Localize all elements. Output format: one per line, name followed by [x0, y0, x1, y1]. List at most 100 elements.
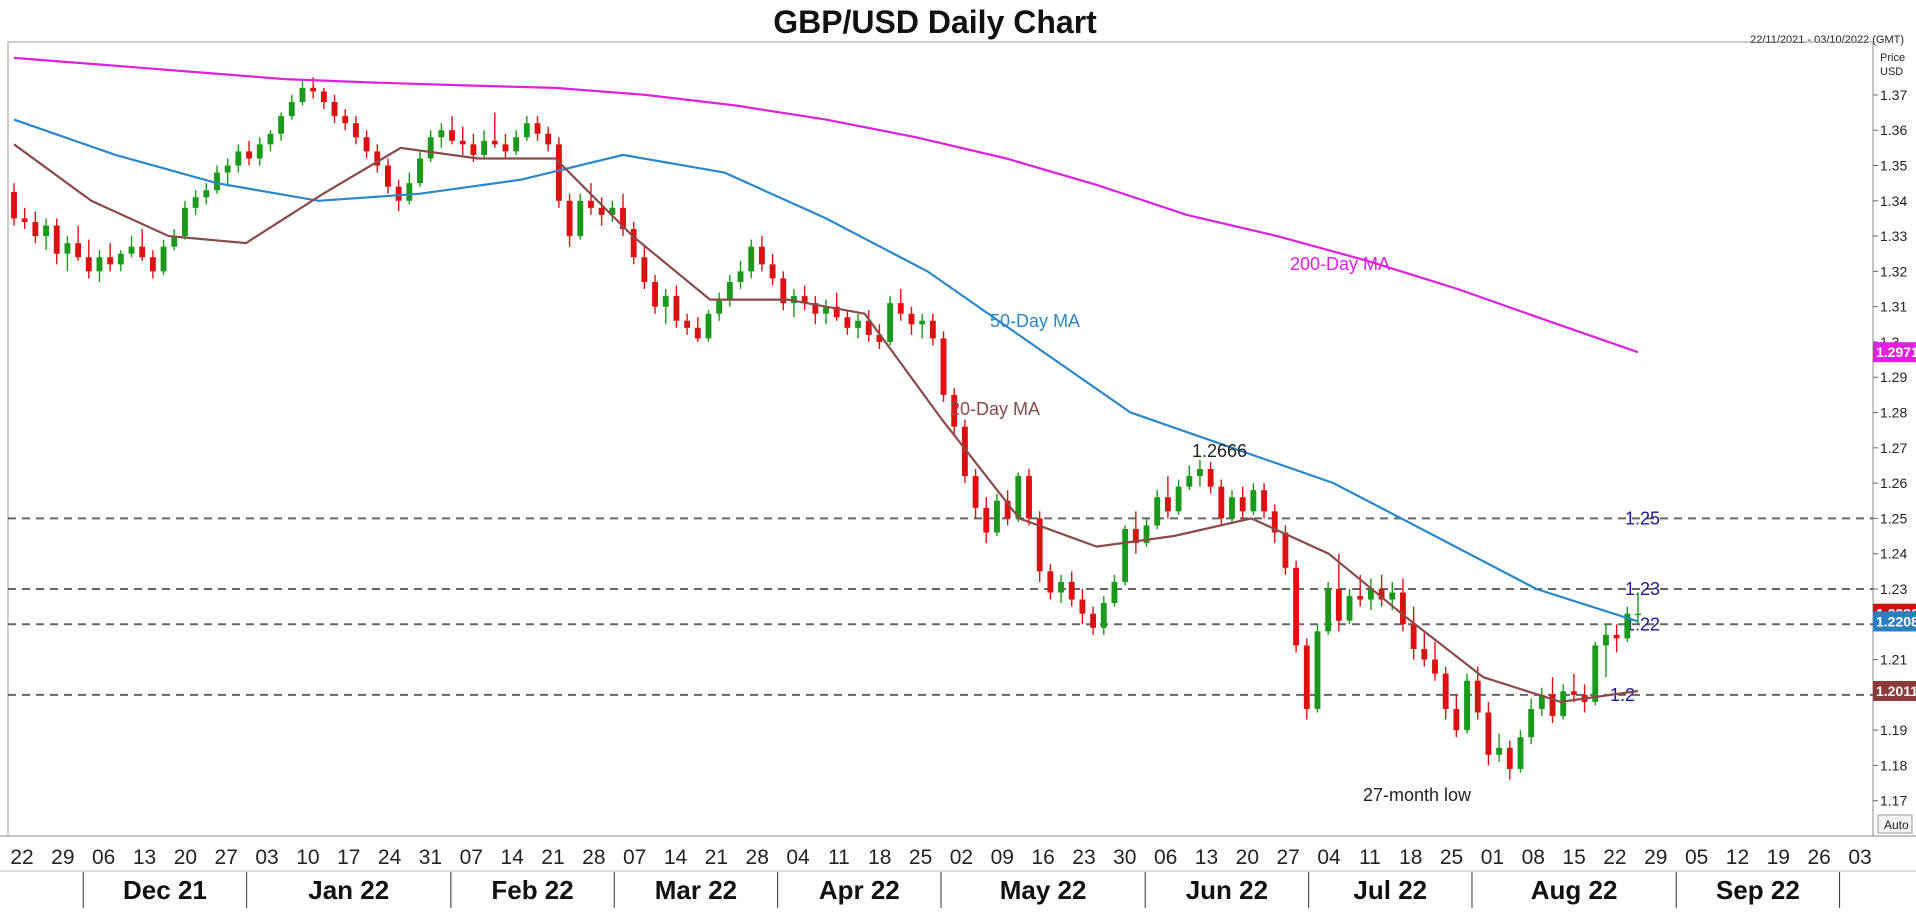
- candle-body: [673, 296, 680, 321]
- series-label: 50-Day MA: [990, 311, 1080, 331]
- y-tick-label: 1.37: [1880, 87, 1907, 103]
- candle-body: [53, 225, 60, 254]
- candle-body: [897, 303, 904, 314]
- candle-body: [1026, 476, 1032, 519]
- candle-body: [1410, 624, 1417, 649]
- candle-body: [182, 207, 188, 237]
- candle-body: [1293, 567, 1300, 646]
- candle-body: [1485, 712, 1492, 755]
- price-tag-label: 1.2208: [1876, 613, 1916, 629]
- x-day-label: 27: [1276, 846, 1299, 869]
- x-day-label: 06: [92, 846, 115, 869]
- candle-body: [1635, 613, 1641, 616]
- x-month-label: Jan 22: [308, 875, 389, 905]
- series-label: 20-Day MA: [950, 399, 1040, 419]
- candle-body: [214, 172, 220, 191]
- x-day-label: 07: [460, 846, 483, 869]
- candle-body: [833, 306, 840, 318]
- x-day-label: 31: [419, 846, 442, 869]
- candle-body: [1314, 631, 1321, 709]
- candle-body: [171, 236, 178, 247]
- candle-body: [1100, 603, 1107, 628]
- x-day-label: 13: [1195, 846, 1218, 869]
- candle-body: [1549, 694, 1556, 717]
- x-day-label: 06: [1154, 846, 1177, 869]
- candle-body: [1442, 673, 1449, 709]
- candle-body: [1015, 476, 1022, 519]
- candle-body: [278, 116, 285, 134]
- candle-body: [1453, 708, 1460, 731]
- candle-body: [1164, 497, 1171, 512]
- candle-body: [331, 101, 338, 117]
- candle-body: [374, 151, 381, 166]
- candle-body: [1079, 599, 1086, 614]
- candle-body: [652, 281, 658, 307]
- x-day-label: 03: [1848, 846, 1871, 869]
- candle-body: [1068, 581, 1075, 600]
- candle-body: [1464, 680, 1470, 731]
- x-day-label: 17: [337, 846, 360, 869]
- candle-body: [630, 229, 637, 258]
- candle-body: [951, 394, 958, 427]
- candle-body: [395, 186, 402, 201]
- x-day-label: 20: [174, 846, 197, 869]
- candle-body: [737, 271, 744, 282]
- candle-body: [716, 299, 723, 314]
- x-day-label: 27: [215, 846, 238, 869]
- auto-scale-box: [1877, 814, 1913, 834]
- candle-body: [1111, 581, 1118, 604]
- candle-body: [566, 200, 573, 237]
- candle-body: [1207, 468, 1214, 487]
- candle-body: [1132, 528, 1139, 544]
- candle-body: [694, 327, 701, 339]
- x-month-label: Apr 22: [819, 875, 900, 905]
- annotation-high: 1.2666: [1192, 441, 1247, 461]
- x-month-label: Dec 21: [123, 875, 207, 905]
- candle-body: [865, 320, 872, 335]
- price-tag: [1873, 611, 1916, 632]
- candle-body: [352, 123, 359, 138]
- candle-body: [502, 144, 509, 152]
- y-tick-label: 1.31: [1880, 299, 1907, 315]
- y-tick-label: 1.26: [1880, 475, 1907, 491]
- moving-average-line: [13, 56, 1639, 354]
- candle-body: [1218, 486, 1225, 519]
- candle-body: [1186, 476, 1193, 487]
- candle-body: [1367, 588, 1374, 600]
- x-day-label: 12: [1726, 846, 1749, 869]
- y-tick-label: 1.27: [1880, 440, 1907, 456]
- y-tick-label: 1.17: [1880, 793, 1907, 809]
- candle-body: [812, 303, 819, 314]
- candle-body: [288, 101, 295, 117]
- x-day-label: 29: [51, 846, 74, 869]
- candle-body: [256, 144, 263, 159]
- x-day-label: 04: [786, 846, 810, 869]
- candle-body: [588, 200, 594, 208]
- x-month-label: Jul 22: [1353, 875, 1427, 905]
- candle-body: [1613, 634, 1620, 639]
- y-axis-label: USD: [1880, 66, 1903, 78]
- candle-body: [438, 130, 445, 138]
- x-day-label: 10: [296, 846, 319, 869]
- x-day-label: 01: [1481, 846, 1504, 869]
- price-tag-label: 1.2971: [1876, 344, 1916, 360]
- candle-body: [1506, 747, 1513, 769]
- candle-body: [427, 137, 434, 159]
- level-label: 1.2: [1610, 685, 1635, 705]
- candle-body: [1570, 691, 1577, 695]
- x-day-label: 18: [868, 846, 891, 869]
- x-day-label: 11: [1359, 846, 1381, 869]
- candle-body: [1229, 497, 1235, 519]
- candle-body: [908, 313, 915, 325]
- auto-scale-label: Auto: [1884, 818, 1909, 832]
- candle-body: [844, 317, 851, 328]
- y-tick-label: 1.24: [1880, 546, 1907, 562]
- y-axis-label: Price: [1880, 52, 1905, 64]
- x-month-label: Aug 22: [1531, 875, 1618, 905]
- x-day-label: 26: [1807, 846, 1830, 869]
- candle-body: [577, 200, 584, 237]
- x-day-label: 05: [1685, 846, 1708, 869]
- candle-body: [1047, 571, 1054, 593]
- candle-body: [523, 123, 530, 138]
- candle-body: [139, 246, 146, 258]
